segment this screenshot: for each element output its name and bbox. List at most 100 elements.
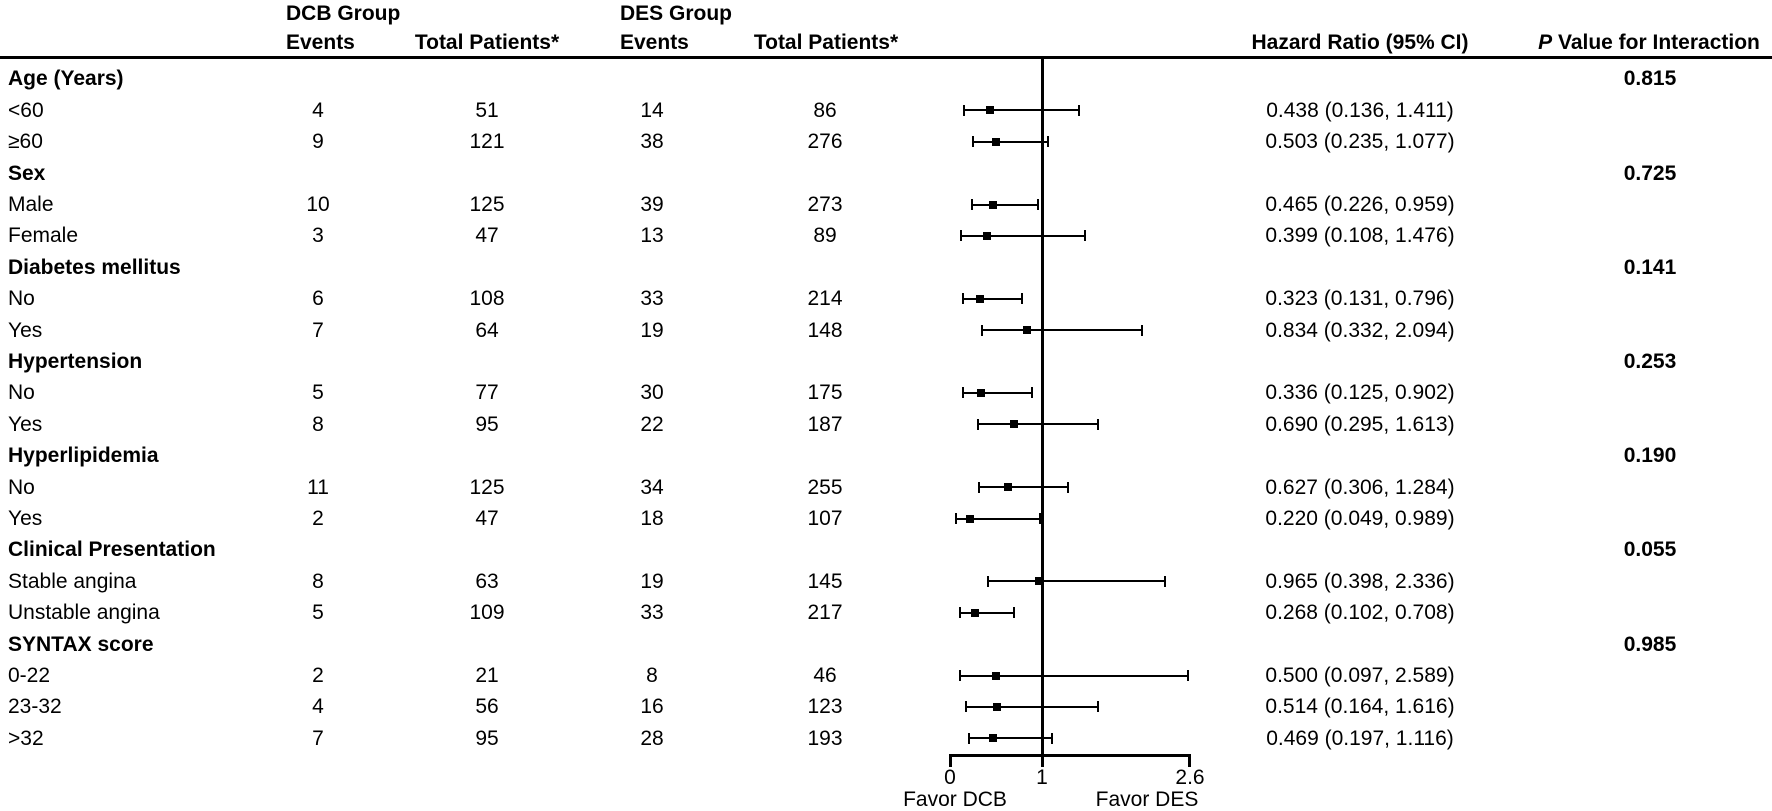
point-estimate-square: [977, 388, 985, 397]
row-label: Stable angina: [8, 569, 137, 593]
des-events-value: 38: [640, 130, 664, 154]
row-label: >32: [8, 726, 44, 750]
dcb-events-value: 11: [307, 475, 329, 499]
hazard-ratio-ci-text: 0.438 (0.136, 1.411): [1266, 98, 1454, 122]
x-axis-tick-1: [1041, 754, 1044, 767]
subgroup-data-row: Female 3 47 13 89 0.399 (0.108, 1.476): [0, 220, 1772, 251]
subgroup-header-row: Hyperlipidemia 0.190: [0, 440, 1772, 471]
hazard-ratio-ci-text: 0.514 (0.164, 1.616): [1265, 695, 1455, 719]
des-events-value: 13: [640, 224, 664, 248]
row-label: Yes: [8, 412, 43, 436]
ci-cap-left: [970, 199, 973, 211]
ci-line: [962, 109, 1081, 112]
row-label: Age (Years): [8, 67, 124, 91]
x-axis-tick-26: [1188, 754, 1191, 767]
subgroup-header-row: Diabetes mellitus 0.141: [0, 252, 1772, 283]
row-label: Hyperlipidemia: [8, 444, 159, 468]
des-events-value: 33: [640, 287, 664, 311]
dcb-total-value: 21: [475, 663, 499, 687]
point-estimate-square: [988, 200, 997, 209]
row-label: Unstable angina: [8, 601, 160, 625]
row-label: Yes: [8, 506, 43, 530]
point-estimate-square: [982, 231, 991, 240]
subgroup-data-row: No 5 77 30 175 0.336 (0.125, 0.902): [0, 377, 1772, 408]
dcb-total-value: 64: [475, 318, 499, 342]
subgroup-data-row: <60 4 51 14 86 0.438 (0.136, 1.411): [0, 95, 1772, 126]
ci-cap-left: [971, 136, 974, 148]
ci-line: [954, 517, 1042, 520]
dcb-total-value: 109: [469, 601, 505, 625]
des-events-value: 33: [640, 601, 664, 625]
des-total-value: 123: [807, 695, 843, 719]
p-value-interaction: 0.815: [1623, 67, 1677, 91]
dcb-group-header: DCB Group: [286, 2, 401, 25]
subgroup-data-row: Male 10 125 39 273 0.465 (0.226, 0.959): [0, 189, 1772, 220]
ci-cap-right: [1047, 136, 1050, 148]
des-total-value: 86: [813, 98, 837, 122]
subgroup-data-row: Yes 2 47 18 107 0.220 (0.049, 0.989): [0, 503, 1772, 534]
dcb-total-value: 47: [475, 506, 499, 530]
ci-line: [965, 705, 1100, 708]
ci-cap-left: [959, 230, 962, 242]
ci-line: [958, 674, 1189, 677]
des-total-value: 46: [813, 663, 837, 687]
dcb-events-value: 4: [312, 695, 324, 719]
subgroup-header-row: Hypertension 0.253: [0, 346, 1772, 377]
point-estimate-square: [993, 702, 1002, 711]
ci-cap-left: [959, 607, 962, 619]
subgroup-header-row: Clinical Presentation 0.055: [0, 534, 1772, 565]
dcb-events-value: 8: [312, 569, 324, 593]
ci-cap-left: [977, 418, 980, 430]
point-estimate-square: [986, 106, 995, 115]
des-total-value: 273: [807, 192, 843, 216]
ci-cap-left: [965, 701, 968, 713]
favor-des-label: Favor DES: [1095, 788, 1199, 811]
p-value-interaction: 0.985: [1623, 632, 1677, 656]
point-estimate-square: [992, 137, 1001, 146]
ci-cap-right: [1084, 230, 1087, 242]
dcb-events-value: 9: [312, 130, 324, 154]
dcb-total-value: 63: [475, 569, 499, 593]
p-value-column-header: P Value for Interaction: [1528, 31, 1770, 55]
x-axis-tick-0: [949, 754, 952, 767]
dcb-events-value: 7: [312, 318, 324, 342]
ci-cap-left: [961, 387, 964, 399]
dcb-total-value: 56: [475, 695, 499, 719]
des-events-value: 19: [640, 318, 664, 342]
hazard-ratio-ci-text: 0.627 (0.306, 1.284): [1265, 475, 1455, 499]
des-events-value: 39: [640, 192, 664, 216]
des-total-value: 175: [807, 381, 843, 405]
des-group-header: DES Group: [620, 2, 733, 25]
ci-cap-right: [1013, 607, 1016, 619]
subgroup-header-row: Sex 0.725: [0, 158, 1772, 189]
des-events-column-header: Events: [620, 31, 689, 54]
row-label: No: [8, 381, 35, 405]
p-value-header-italic-p: P: [1538, 31, 1553, 54]
p-value-interaction: 0.190: [1623, 444, 1677, 468]
reference-line-hr1: [1041, 59, 1044, 756]
ci-line: [980, 329, 1144, 332]
des-total-value: 107: [807, 506, 843, 530]
hazard-ratio-ci-text: 0.220 (0.049, 0.989): [1265, 506, 1455, 530]
ci-line: [978, 486, 1069, 489]
dcb-total-patients-column-header: Total Patients*: [414, 31, 560, 54]
subgroup-data-row: Yes 8 95 22 187 0.690 (0.295, 1.613): [0, 409, 1772, 440]
row-label: Hypertension: [8, 349, 143, 373]
dcb-events-value: 5: [312, 381, 324, 405]
x-tick-label-0: 0: [944, 766, 956, 789]
x-tick-label-26: 2.6: [1175, 766, 1205, 789]
p-value-interaction: 0.725: [1623, 161, 1677, 185]
des-events-value: 30: [640, 381, 664, 405]
des-total-value: 187: [807, 412, 843, 436]
p-value-interaction: 0.141: [1623, 255, 1677, 279]
ci-cap-left: [986, 575, 989, 587]
ci-cap-right: [1141, 324, 1144, 336]
des-events-value: 34: [640, 475, 664, 499]
ci-cap-right: [1096, 418, 1099, 430]
des-events-value: 14: [640, 98, 664, 122]
ci-cap-right: [1163, 575, 1166, 587]
ci-cap-left: [978, 481, 981, 493]
ci-cap-right: [1051, 732, 1053, 744]
des-events-value: 22: [640, 412, 664, 436]
